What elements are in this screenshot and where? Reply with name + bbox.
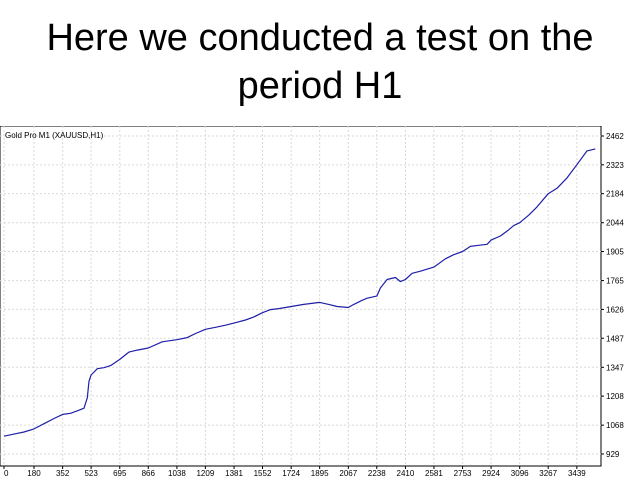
grid-vertical [3,126,578,466]
series-layer [3,148,596,437]
y-tick-label: 2323 [606,161,624,170]
x-tick-label: 0 [4,469,9,478]
x-tick-label: 1895 [311,469,329,478]
x-tick-label: 2581 [425,469,443,478]
y-tick-label: 1068 [606,421,624,430]
x-tick-label: 3096 [511,469,529,478]
y-axis: 2462 2323 2184 2044 1905 1765 1626 1487 1347 1208… [601,132,624,459]
x-tick-label: 2753 [454,469,472,478]
x-tick-label: 1209 [196,469,214,478]
chart-title: Gold Pro M1 (XAUUSD,H1) [5,131,104,140]
x-tick-label: 1552 [254,469,272,478]
y-tick-label: 1765 [606,277,624,286]
y-tick-label: 1487 [606,334,624,343]
slide-title-line-2: period H1 [237,65,403,107]
x-tick-label: 2924 [482,469,500,478]
balance-chart: 0 180 352 523 695 866 1038 1209 1381 1552 1724 1895… [0,125,624,478]
x-tick-label: 180 [27,469,41,478]
x-tick-label: 2410 [397,469,415,478]
x-tick-label: 3267 [539,469,557,478]
y-tick-label: 929 [606,450,620,459]
y-tick-label: 2044 [606,219,624,228]
y-tick-label: 2462 [606,132,624,141]
y-tick-label: 1905 [606,248,624,257]
x-tick-label: 352 [56,469,70,478]
y-tick-label: 1208 [606,392,624,401]
balance-line [3,148,596,437]
slide-title-line-1: Here we conducted a test on the [46,17,594,59]
chart-container: 0 180 352 523 695 866 1038 1209 1381 1552 1724 1895… [0,125,640,480]
x-tick-label: 1724 [282,469,300,478]
x-tick-label: 1038 [168,469,186,478]
grid-horizontal [0,135,601,455]
x-tick-label: 523 [84,469,98,478]
x-axis: 0 180 352 523 695 866 1038 1209 1381 1552 1724 1895… [3,466,586,478]
plot-area [0,125,602,467]
x-tick-label: 1381 [225,469,243,478]
x-tick-label: 695 [113,469,127,478]
y-tick-label: 1626 [606,305,624,314]
x-tick-label: 2238 [368,469,386,478]
x-tick-label: 2067 [339,469,357,478]
x-tick-label: 3439 [568,469,586,478]
slide-title: Here we conducted a test on the period H… [0,14,640,110]
y-tick-label: 1347 [606,363,624,372]
x-tick-label: 866 [142,469,156,478]
y-tick-label: 2184 [606,190,624,199]
